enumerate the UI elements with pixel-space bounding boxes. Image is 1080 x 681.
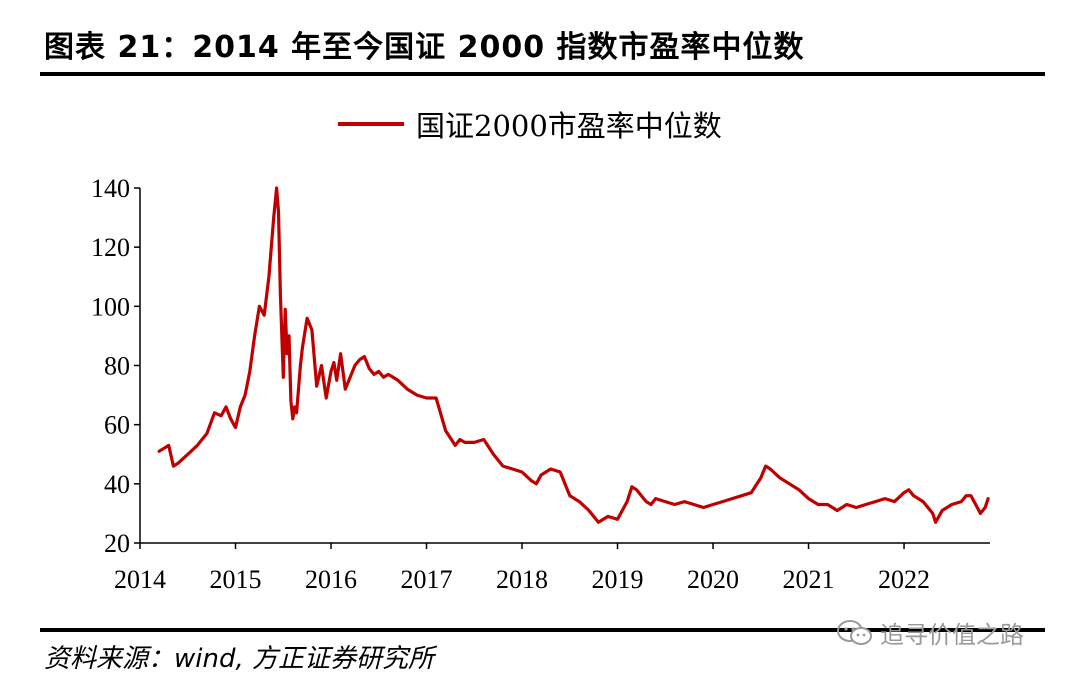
chart-title: 图表 21：2014 年至今国证 2000 指数市盈率中位数 [44,30,805,65]
y-tick-label: 80 [104,352,130,381]
y-tick-label: 60 [104,411,130,440]
legend-label: 国证2000市盈率中位数 [416,109,722,143]
x-tick-label: 2016 [305,565,357,594]
watermark-text: 追寻价值之路 [880,621,1024,649]
x-axis-ticks: 2014 2015 2016 2017 2018 2019 2020 2021 2022 [114,543,930,594]
y-tick-label: 140 [91,174,130,203]
series-line-pe-median [157,186,990,524]
x-tick-label: 2021 [783,565,835,594]
x-tick-label: 2022 [878,565,930,594]
x-tick-label: 2014 [114,565,166,594]
x-tick-label: 2020 [687,565,739,594]
chart-legend: 国证2000市盈率中位数 [338,103,722,145]
chart-axes [139,188,990,544]
wechat-icon [837,619,872,645]
bottom-divider [40,628,1045,632]
x-tick-label: 2019 [592,565,644,594]
watermark: 追寻价值之路 [836,615,1024,650]
y-axis-ticks: 20 40 60 80 100 120 140 [91,174,140,558]
x-tick-label: 2017 [401,565,453,594]
top-divider [40,72,1045,76]
legend-swatch [338,122,404,126]
y-tick-label: 20 [104,529,130,558]
y-tick-label: 40 [104,470,130,499]
source-note: 资料来源：wind, 方正证券研究所 [44,644,435,674]
y-tick-label: 120 [91,233,130,262]
x-tick-label: 2018 [496,565,548,594]
x-tick-label: 2015 [210,565,262,594]
y-tick-label: 100 [91,292,130,321]
